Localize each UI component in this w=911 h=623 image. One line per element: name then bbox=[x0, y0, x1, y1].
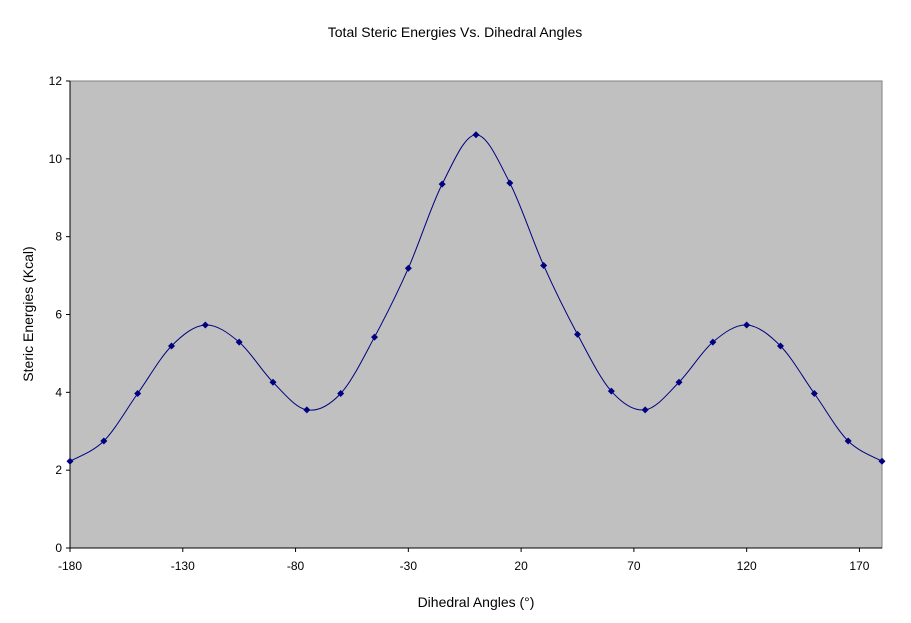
series-markers bbox=[66, 131, 886, 465]
data-point bbox=[134, 390, 142, 398]
y-tick-label: 10 bbox=[49, 152, 63, 166]
y-axis-title: Steric Energies (Kcal) bbox=[20, 246, 36, 381]
x-axis-title: Dihedral Angles (°) bbox=[418, 594, 535, 610]
y-tick-label: 2 bbox=[55, 463, 62, 477]
x-tick-label: -80 bbox=[287, 559, 305, 573]
data-point bbox=[66, 457, 74, 465]
y-axis: 0 2 4 6 8 10 12 bbox=[49, 74, 70, 555]
data-point bbox=[303, 406, 311, 414]
x-axis: -180 -130 -80 -30 20 70 120 170 bbox=[58, 548, 870, 573]
x-tick-label: 120 bbox=[737, 559, 757, 573]
x-tick-label: 20 bbox=[514, 559, 528, 573]
data-point bbox=[100, 437, 108, 445]
x-tick-label: -30 bbox=[400, 559, 418, 573]
data-point bbox=[607, 387, 615, 395]
y-tick-label: 4 bbox=[55, 385, 62, 399]
data-point bbox=[438, 180, 446, 188]
data-point bbox=[810, 390, 818, 398]
x-tick-label: 170 bbox=[849, 559, 869, 573]
data-point bbox=[235, 338, 243, 346]
data-point bbox=[641, 406, 649, 414]
x-tick-label: -180 bbox=[58, 559, 82, 573]
data-point bbox=[574, 330, 581, 338]
data-point bbox=[844, 437, 852, 445]
x-tick-label: -130 bbox=[171, 559, 195, 573]
y-tick-label: 0 bbox=[55, 541, 62, 555]
data-point bbox=[371, 333, 378, 341]
data-point bbox=[404, 264, 412, 272]
x-tick-label: 70 bbox=[627, 559, 641, 573]
chart-title: Total Steric Energies Vs. Dihedral Angle… bbox=[328, 24, 582, 40]
data-point bbox=[743, 321, 751, 329]
plot-area bbox=[69, 80, 883, 549]
data-point bbox=[506, 179, 514, 187]
data-point bbox=[472, 131, 480, 139]
y-tick-label: 6 bbox=[55, 308, 62, 322]
data-point bbox=[878, 457, 886, 465]
data-point bbox=[201, 321, 209, 329]
data-point bbox=[777, 342, 784, 350]
data-point bbox=[540, 261, 548, 269]
data-point bbox=[168, 342, 175, 350]
data-point bbox=[269, 378, 277, 386]
data-point bbox=[337, 390, 345, 398]
data-point bbox=[675, 378, 683, 386]
y-tick-label: 12 bbox=[49, 74, 63, 88]
y-tick-label: 8 bbox=[55, 230, 62, 244]
data-point bbox=[709, 338, 717, 346]
